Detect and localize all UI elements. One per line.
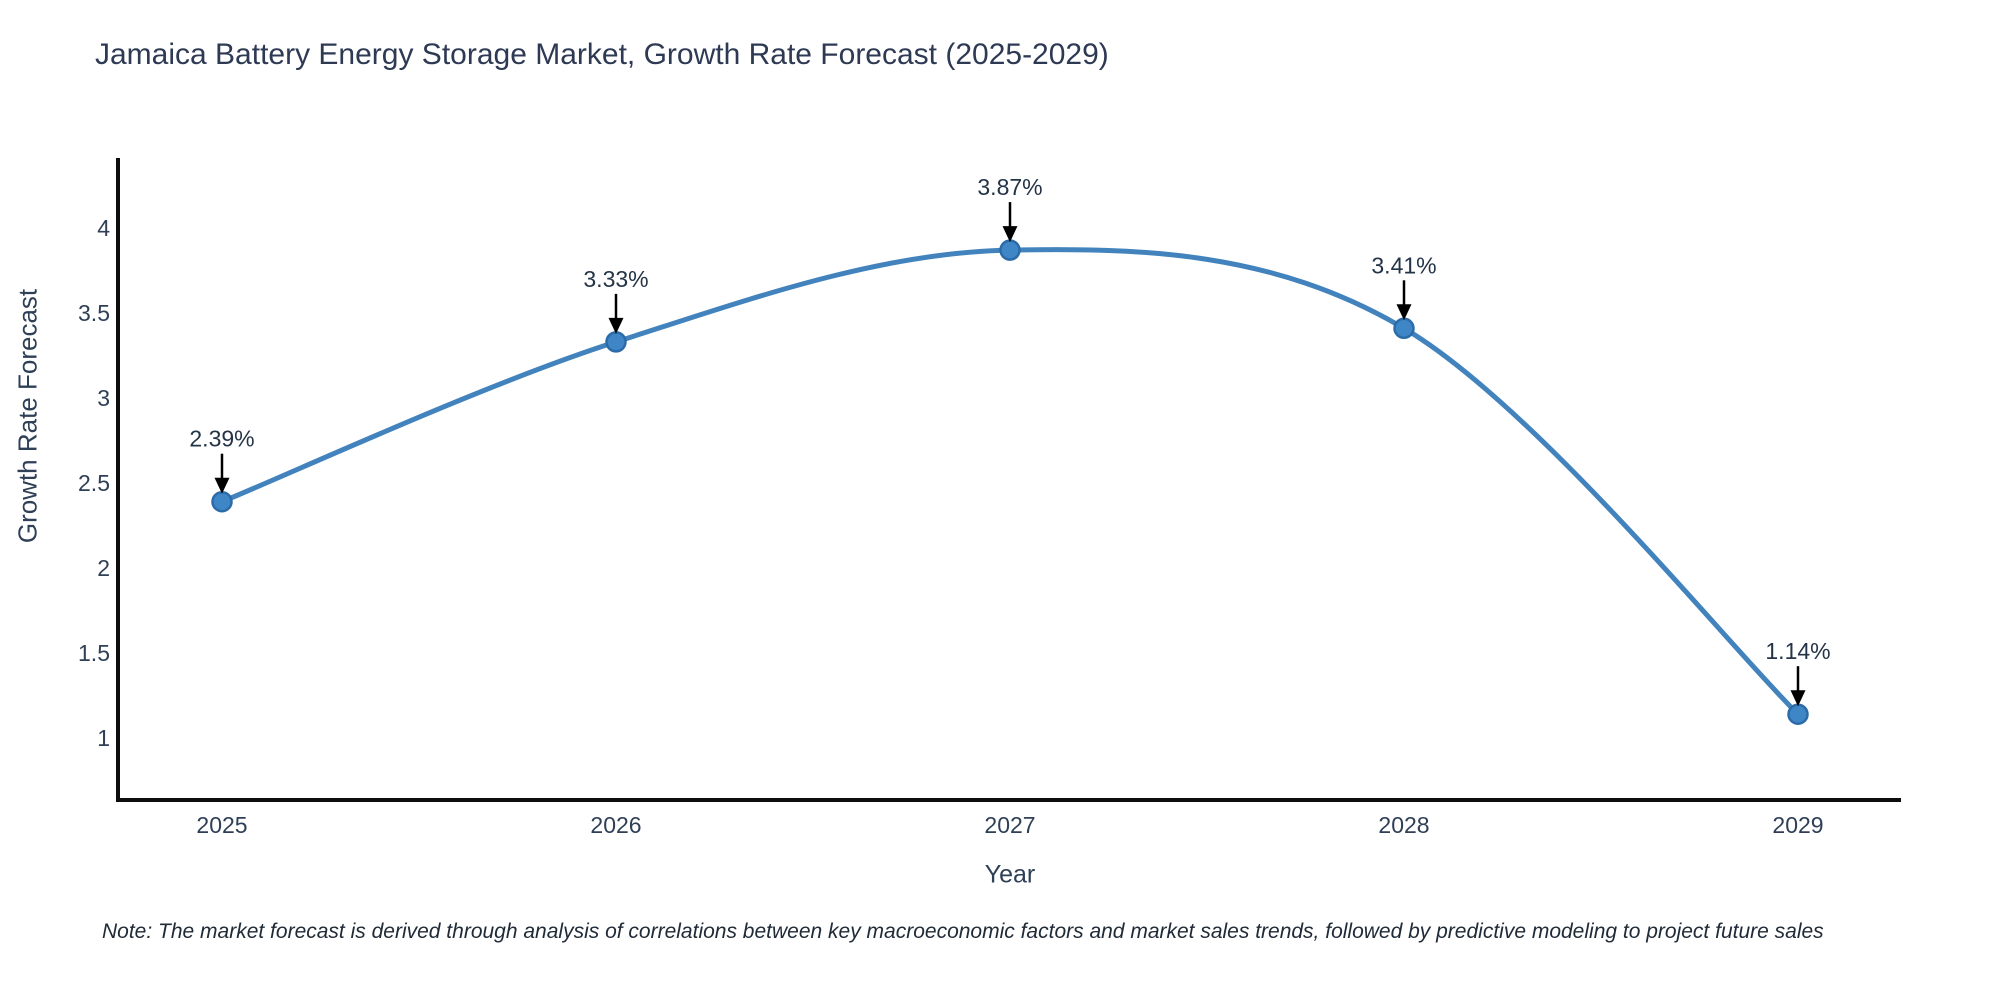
point-value-label: 1.14% [1765, 638, 1830, 664]
y-tick-label: 2 [97, 555, 110, 581]
x-tick-label: 2027 [984, 812, 1035, 838]
series-layer: 1 1.5 2 2.5 3 3.5 4 2025 2026 2027 2028 2029 2.39% 3.… [78, 174, 1831, 838]
data-point[interactable] [999, 239, 1021, 261]
x-tick-label: 2029 [1772, 812, 1823, 838]
y-tick-label: 3 [97, 385, 110, 411]
data-point[interactable] [1393, 317, 1415, 340]
x-tick-label: 2026 [590, 812, 641, 838]
x-axis-title: Year [984, 860, 1036, 889]
trend-line [221, 247, 1800, 716]
annotation-arrowhead [608, 317, 624, 334]
point-value-label: 3.87% [977, 174, 1042, 200]
annotation-arrowhead [214, 477, 230, 494]
y-tick-label: 1 [97, 725, 110, 751]
point-value-label: 2.39% [189, 426, 254, 452]
data-point[interactable] [1787, 703, 1809, 725]
annotation-arrowhead [1002, 226, 1018, 243]
chart-title: Jamaica Battery Energy Storage Market, G… [95, 38, 1109, 71]
data-point[interactable] [211, 490, 233, 513]
x-tick-label: 2028 [1378, 812, 1429, 838]
y-tick-label: 3.5 [78, 300, 110, 326]
point-value-label: 3.41% [1371, 252, 1436, 278]
y-tick-label: 1.5 [78, 640, 110, 666]
annotation-arrowhead [1396, 304, 1412, 321]
footnote: Note: The market forecast is derived thr… [102, 920, 1824, 943]
x-tick-label: 2025 [196, 812, 247, 838]
data-point[interactable] [605, 331, 627, 353]
annotation-arrowhead [1790, 690, 1806, 707]
y-tick-label: 4 [97, 215, 110, 241]
y-tick-label: 2.5 [78, 470, 110, 496]
point-value-label: 3.33% [583, 266, 648, 292]
